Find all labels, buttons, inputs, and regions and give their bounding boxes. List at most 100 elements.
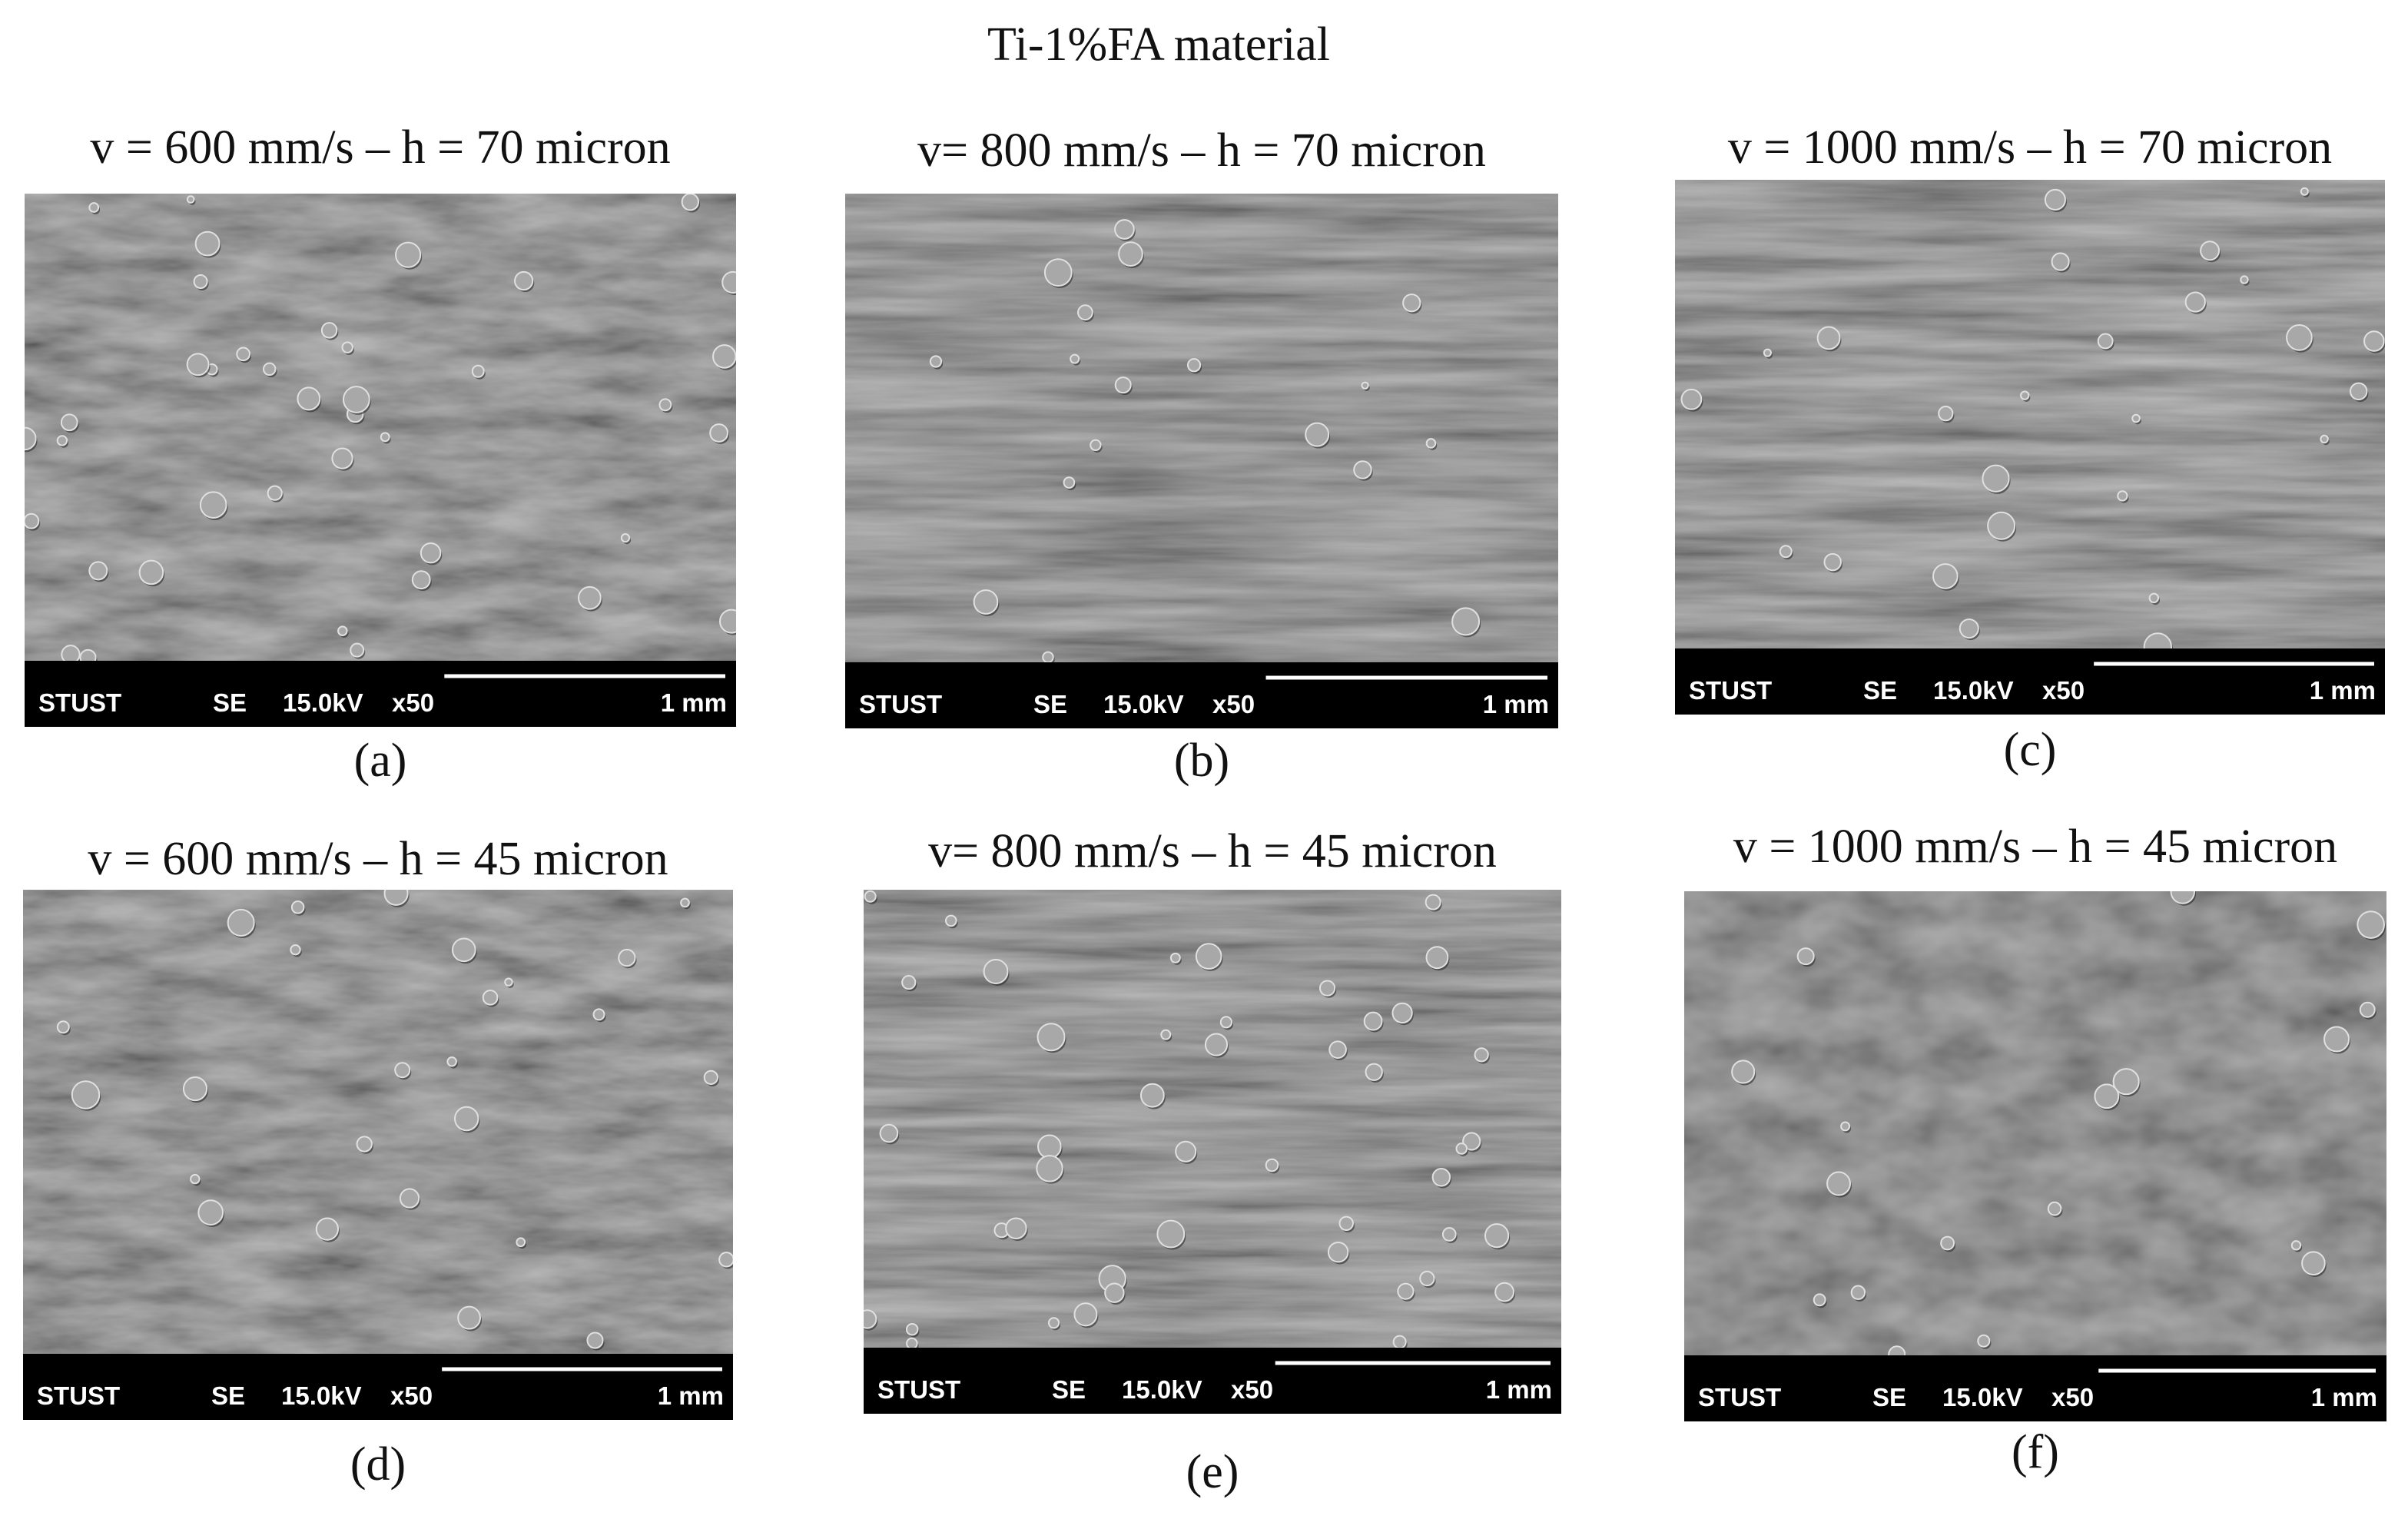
particle xyxy=(197,1199,224,1225)
info-bar xyxy=(845,662,1558,728)
particle xyxy=(2117,490,2128,502)
particle xyxy=(263,362,277,376)
particle xyxy=(1425,438,1437,449)
particle xyxy=(983,959,1009,984)
sem-panel: v= 800 mm/s – h = 45 micron STUST SE 15.0kV… xyxy=(864,825,1561,1498)
info-mode: SE xyxy=(1033,690,1067,718)
sem-image xyxy=(864,890,1561,1348)
info-label: STUST xyxy=(859,690,942,718)
info-voltage: 15.0kV xyxy=(1103,690,1184,718)
particle xyxy=(1431,1168,1451,1187)
particle xyxy=(618,948,636,967)
particle xyxy=(394,1062,411,1079)
image-texture xyxy=(25,194,736,661)
particle xyxy=(1090,439,1102,451)
particle xyxy=(350,642,365,658)
info-label: STUST xyxy=(1698,1383,1781,1411)
particle xyxy=(267,485,283,501)
info-mode: SE xyxy=(1052,1375,1086,1404)
particle xyxy=(182,1076,208,1102)
particle xyxy=(88,202,100,213)
panel-heading: v= 800 mm/s – h = 70 micron xyxy=(917,124,1486,177)
particle xyxy=(227,908,255,937)
particle xyxy=(446,1056,457,1067)
particle xyxy=(1104,1282,1125,1303)
particle xyxy=(1987,511,2016,540)
info-magnification: x50 xyxy=(1212,690,1255,718)
particle xyxy=(658,398,672,412)
particle xyxy=(193,274,208,289)
particle xyxy=(138,559,164,585)
particle xyxy=(864,1309,877,1329)
particle xyxy=(1455,1143,1468,1155)
particle xyxy=(1305,422,1330,447)
sem-panel: v= 800 mm/s – h = 70 micron STUST SE 15.0kV… xyxy=(845,124,1558,787)
particle xyxy=(1139,1083,1165,1108)
particle xyxy=(2184,291,2206,313)
particle xyxy=(879,1123,899,1143)
info-label: STUST xyxy=(37,1381,120,1410)
particle xyxy=(1977,1334,1991,1348)
particle xyxy=(592,1008,605,1021)
particle xyxy=(199,491,227,519)
particle xyxy=(341,341,353,353)
info-scale: 1 mm xyxy=(658,1381,724,1410)
particle xyxy=(290,944,301,956)
particle xyxy=(929,355,943,368)
panel-caption: (a) xyxy=(354,735,407,787)
particle xyxy=(1441,1227,1457,1242)
particle xyxy=(71,1080,101,1109)
info-voltage: 15.0kV xyxy=(283,688,363,717)
info-voltage: 15.0kV xyxy=(1942,1383,2023,1411)
particle xyxy=(1037,1023,1066,1052)
image-texture xyxy=(1684,891,2386,1355)
particle xyxy=(1938,406,1954,422)
particle xyxy=(718,609,736,634)
particle xyxy=(1077,304,1093,321)
info-bar xyxy=(1684,1355,2386,1421)
sem-image xyxy=(23,890,733,1354)
particle xyxy=(2097,333,2114,350)
info-label: STUST xyxy=(38,688,121,717)
particle xyxy=(973,589,999,615)
particle xyxy=(2290,1240,2302,1251)
particle xyxy=(2200,240,2221,261)
particle xyxy=(297,386,321,411)
sem-panel: v = 1000 mm/s – h = 70 micron STUST SE 15.0… xyxy=(1675,121,2385,776)
sem-image xyxy=(25,194,736,661)
sem-panel: v = 600 mm/s – h = 45 micron STUST SE 15.0k… xyxy=(23,833,733,1491)
particle xyxy=(712,344,736,369)
particle xyxy=(2349,382,2368,401)
particle xyxy=(25,512,40,529)
particle xyxy=(2112,1068,2140,1096)
particle xyxy=(2051,252,2070,271)
particle xyxy=(1796,947,1815,966)
panel-caption: (e) xyxy=(1186,1446,1239,1498)
particle xyxy=(1816,326,1841,350)
particle xyxy=(703,1070,718,1085)
particle xyxy=(1397,1282,1415,1300)
sem-image xyxy=(1675,180,2385,648)
particle xyxy=(1204,1033,1229,1056)
particle xyxy=(721,270,736,294)
particle xyxy=(342,386,370,413)
particle xyxy=(514,270,534,291)
info-scale: 1 mm xyxy=(2310,676,2376,705)
particle xyxy=(1070,353,1080,364)
info-mode: SE xyxy=(1863,676,1897,705)
info-magnification: x50 xyxy=(390,1381,433,1410)
particle xyxy=(1813,1293,1826,1307)
particle xyxy=(383,890,409,906)
info-scale: 1 mm xyxy=(2311,1383,2377,1411)
particle xyxy=(1353,460,1372,479)
image-texture xyxy=(845,194,1558,662)
particle xyxy=(2286,323,2313,351)
particle xyxy=(1779,545,1793,559)
sem-image xyxy=(845,194,1558,662)
particle xyxy=(1823,552,1842,572)
particle xyxy=(236,347,251,362)
info-magnification: x50 xyxy=(392,688,434,717)
particle xyxy=(1156,1219,1186,1249)
info-label: STUST xyxy=(877,1375,960,1404)
